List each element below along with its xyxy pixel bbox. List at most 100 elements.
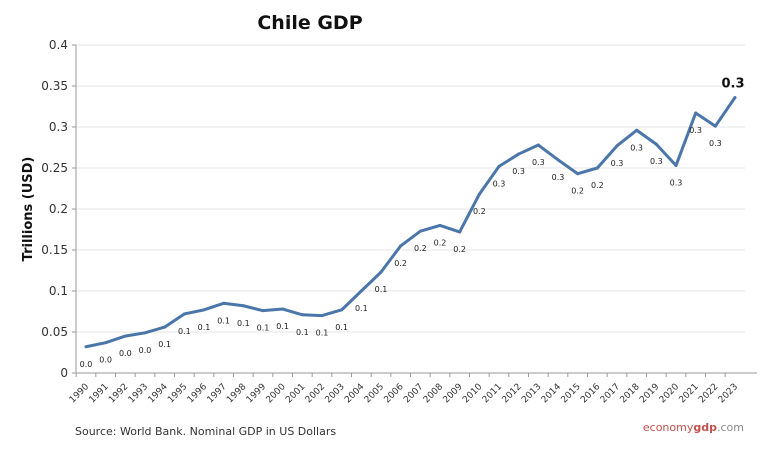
y-tick-label: 0 <box>60 366 68 380</box>
brand-part-1: economy <box>642 421 694 434</box>
chart-title: Chile GDP <box>257 12 362 34</box>
data-point <box>536 143 540 147</box>
x-tick-label: 1994 <box>147 382 170 405</box>
data-point <box>222 301 226 305</box>
x-tick-label: 2012 <box>501 382 524 405</box>
x-tick-label: 2005 <box>363 382 386 405</box>
data-point <box>261 309 265 313</box>
y-tick-label: 0.25 <box>41 161 68 175</box>
data-point <box>300 313 304 317</box>
x-tick-label: 2002 <box>304 382 327 405</box>
data-label: 0.3 <box>611 159 624 168</box>
data-point <box>418 229 422 233</box>
data-label: 0.0 <box>119 349 132 358</box>
data-label: 0.1 <box>355 304 368 313</box>
y-tick-label: 0.2 <box>49 202 68 216</box>
y-tick-label: 0.1 <box>49 284 68 298</box>
data-label: 0.3 <box>670 179 683 188</box>
data-point <box>694 111 698 115</box>
data-point <box>477 192 481 196</box>
data-label: 0.0 <box>139 346 152 355</box>
data-label: 0.2 <box>571 187 584 196</box>
x-tick-label: 1991 <box>88 382 111 405</box>
data-label: 0.0 <box>80 360 93 369</box>
data-label: 0.1 <box>237 319 250 328</box>
data-point <box>340 308 344 312</box>
data-label: 0.3 <box>709 139 722 148</box>
data-label: 0.3 <box>650 157 663 166</box>
gdp-series-line <box>85 96 737 349</box>
data-point <box>84 345 88 349</box>
data-point <box>143 331 147 335</box>
data-point <box>359 289 363 293</box>
y-tick-label: 0.05 <box>41 325 68 339</box>
data-label: 0.2 <box>453 245 466 254</box>
brand-logo[interactable]: economygdp.com <box>643 421 744 434</box>
data-label: 0.1 <box>158 340 171 349</box>
x-tick-label: 2006 <box>383 382 406 405</box>
x-tick-label: 2008 <box>422 382 445 405</box>
data-label: 0.3 <box>532 158 545 167</box>
data-label: 0.1 <box>178 327 191 336</box>
data-point <box>713 124 717 128</box>
data-label: 0.2 <box>394 259 407 268</box>
y-tick-label: 0.4 <box>49 38 68 52</box>
data-point <box>182 312 186 316</box>
data-label: 0.3 <box>721 76 744 91</box>
x-tick-label: 2021 <box>678 382 701 405</box>
x-tick-label: 1990 <box>68 382 91 405</box>
data-label: 0.3 <box>630 143 643 152</box>
data-point <box>674 164 678 168</box>
x-tick-label: 1996 <box>186 382 209 405</box>
data-label: 0.3 <box>512 167 525 176</box>
data-label: 0.1 <box>276 322 289 331</box>
x-tick-label: 2016 <box>579 382 602 405</box>
x-tick-label: 2013 <box>520 382 543 405</box>
data-label: 0.3 <box>493 179 506 188</box>
data-point <box>104 341 108 345</box>
data-label: 0.3 <box>552 173 565 182</box>
data-label: 0.1 <box>217 316 230 325</box>
x-tick-label: 2000 <box>265 382 288 405</box>
data-point <box>615 144 619 148</box>
brand-part-3: .com <box>717 421 744 434</box>
data-label: 0.2 <box>591 181 604 190</box>
data-point <box>123 334 127 338</box>
data-label: 0.2 <box>434 238 447 247</box>
data-point <box>320 314 324 318</box>
x-tick-label: 2023 <box>717 382 740 405</box>
data-point <box>517 152 521 156</box>
data-label: 0.3 <box>689 126 702 135</box>
data-point <box>202 308 206 312</box>
data-label: 0.0 <box>99 356 112 365</box>
x-tick-label: 2007 <box>402 382 425 405</box>
data-point <box>281 307 285 311</box>
y-axis-label: Trillions (USD) <box>21 157 36 262</box>
data-point <box>241 304 245 308</box>
x-tick-label: 2004 <box>343 382 366 405</box>
x-tick-label: 1995 <box>166 382 189 405</box>
data-label: 0.1 <box>316 329 329 338</box>
data-label: 0.2 <box>414 244 427 253</box>
x-tick-label: 1992 <box>107 382 130 405</box>
x-tick-label: 1997 <box>206 382 229 405</box>
data-point <box>163 325 167 329</box>
x-tick-label: 2015 <box>560 382 583 405</box>
source-note: Source: World Bank. Nominal GDP in US Do… <box>75 425 337 438</box>
x-tick-label: 2017 <box>599 382 622 405</box>
data-point <box>654 142 658 146</box>
data-point <box>399 244 403 248</box>
data-label: 0.1 <box>257 324 270 333</box>
data-point <box>733 95 737 99</box>
x-tick-label: 2009 <box>442 382 465 405</box>
data-point <box>497 164 501 168</box>
data-label: 0.1 <box>198 323 211 332</box>
x-tick-label: 2020 <box>658 382 681 405</box>
x-tick-label: 2022 <box>697 382 720 405</box>
x-tick-label: 2014 <box>540 382 563 405</box>
x-tick-label: 2019 <box>638 382 661 405</box>
data-point <box>458 230 462 234</box>
x-tick-label: 2001 <box>284 382 307 405</box>
y-tick-label: 0.15 <box>41 243 68 257</box>
y-tick-label: 0.35 <box>41 79 68 93</box>
